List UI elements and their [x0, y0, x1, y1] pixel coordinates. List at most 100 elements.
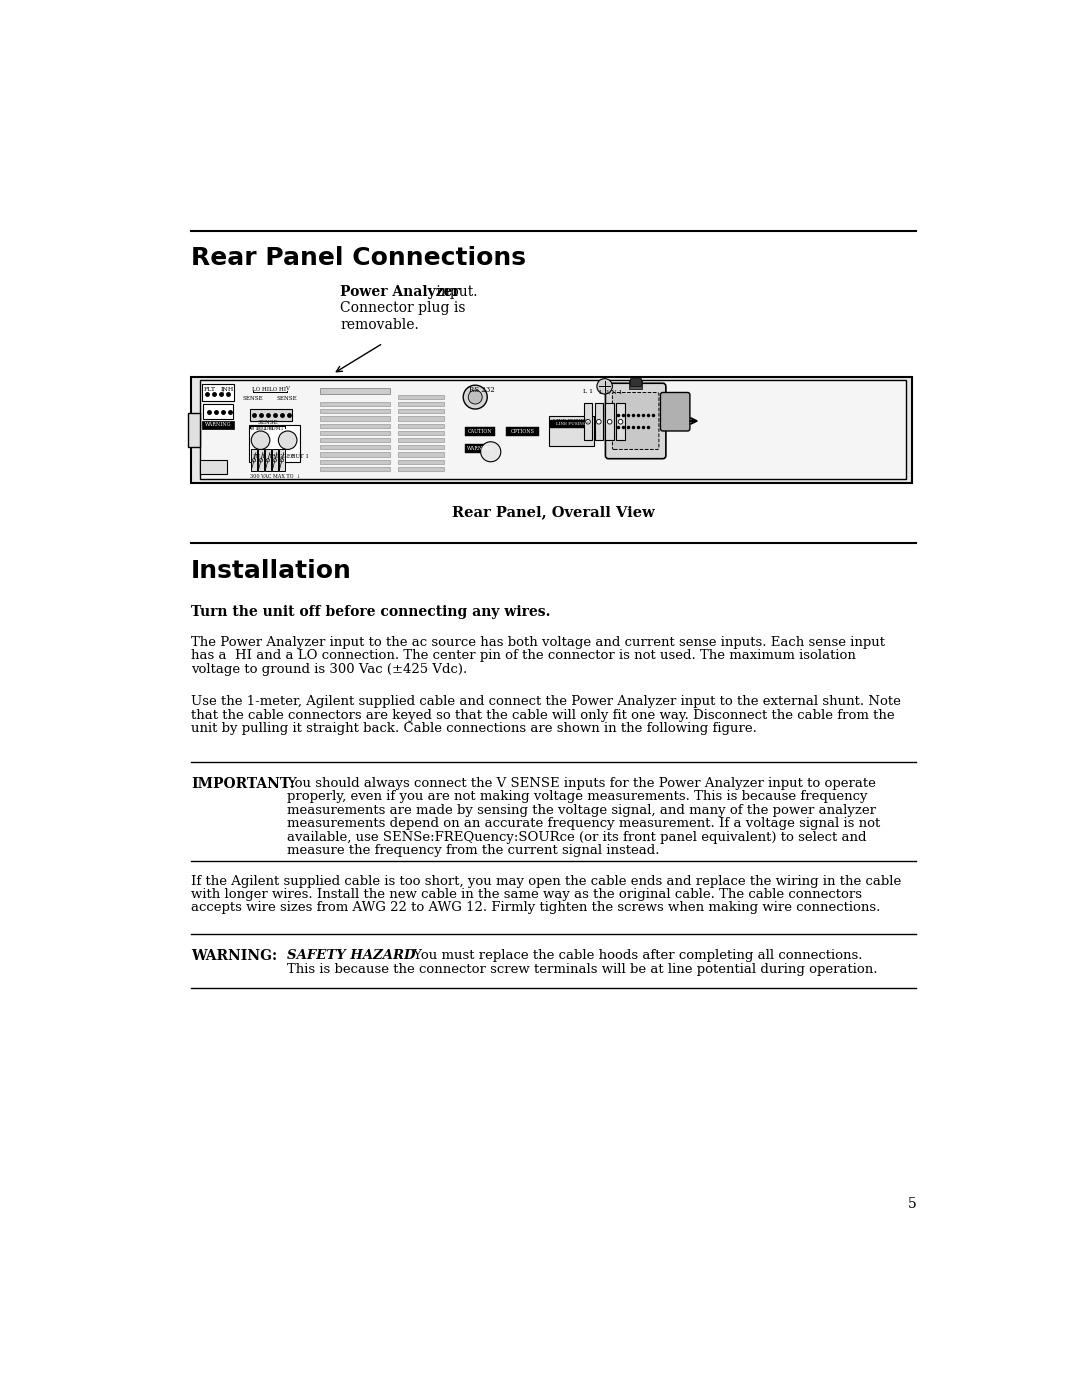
Bar [251, 409, 293, 420]
Bar [631, 377, 642, 386]
Bar [397, 416, 444, 420]
Bar [248, 425, 300, 462]
Text: 300 VAC MAX TO  ↓: 300 VAC MAX TO ↓ [251, 474, 301, 479]
FancyBboxPatch shape [661, 393, 690, 432]
Bar [321, 460, 390, 464]
Bar [200, 460, 227, 474]
Text: voltage to ground is 300 Vac (±425 Vdc).: voltage to ground is 300 Vac (±425 Vdc). [191, 662, 467, 676]
Bar [200, 380, 906, 479]
Text: SAFETY HAZARD: SAFETY HAZARD [287, 949, 416, 963]
Text: LO HI: LO HI [269, 387, 286, 393]
FancyBboxPatch shape [612, 393, 659, 450]
Circle shape [280, 458, 284, 462]
Bar [397, 437, 444, 443]
Bar [321, 453, 390, 457]
Bar [321, 388, 390, 394]
Bar [595, 404, 603, 440]
Bar [397, 423, 444, 427]
Bar [397, 446, 444, 450]
Bar [321, 402, 390, 407]
Text: If the Agilent supplied cable is too short, you may open the cable ends and repl: If the Agilent supplied cable is too sho… [191, 875, 901, 887]
Text: ø 1: ø 1 [251, 426, 258, 432]
Text: You should always connect the V SENSE inputs for the Power Analyzer input to ope: You should always connect the V SENSE in… [287, 777, 876, 789]
Text: measure the frequency from the current signal instead.: measure the frequency from the current s… [287, 844, 660, 858]
Text: SENSE: SENSE [242, 395, 264, 401]
Text: OUT 1: OUT 1 [291, 454, 309, 458]
Text: TRIGGER: TRIGGER [268, 454, 295, 458]
Text: WARNING: WARNING [467, 446, 494, 451]
Text: OPTIONS: OPTIONS [511, 429, 535, 434]
Bar [549, 415, 594, 447]
Bar [397, 430, 444, 434]
Bar [551, 420, 592, 427]
Circle shape [463, 386, 487, 409]
Text: The Power Analyzer input to the ac source has both voltage and current sense inp: The Power Analyzer input to the ac sourc… [191, 636, 885, 648]
Text: Connector plug is: Connector plug is [340, 300, 465, 314]
Text: unit by pulling it straight back. Cable connections are shown in the following f: unit by pulling it straight back. Cable … [191, 722, 757, 735]
Circle shape [273, 458, 276, 462]
Text: Power Analyzer: Power Analyzer [340, 285, 460, 299]
FancyBboxPatch shape [606, 383, 666, 458]
Bar [397, 460, 444, 464]
Bar [397, 395, 444, 400]
Circle shape [481, 441, 501, 462]
Bar [583, 404, 592, 440]
Bar [321, 409, 390, 414]
Text: Use the 1-meter, Agilent supplied cable and connect the Power Analyzer input to : Use the 1-meter, Agilent supplied cable … [191, 696, 901, 708]
Text: 5: 5 [907, 1197, 916, 1211]
Bar [397, 467, 444, 471]
Bar [321, 437, 390, 443]
Text: SENSE: SENSE [257, 420, 278, 425]
Circle shape [469, 390, 482, 404]
Text: IMPORTANT:: IMPORTANT: [191, 777, 295, 791]
Text: |: | [220, 387, 222, 395]
Bar [279, 450, 284, 471]
Bar [202, 420, 234, 429]
Text: øI 1: øI 1 [257, 426, 266, 432]
Text: IN 1: IN 1 [253, 454, 265, 458]
Text: LINE FUSING: LINE FUSING [556, 422, 586, 426]
Bar [202, 384, 234, 401]
Text: COM: COM [269, 426, 282, 432]
Text: measurements are made by sensing the voltage signal, and many of the power analy: measurements are made by sensing the vol… [287, 803, 876, 817]
Circle shape [252, 432, 270, 450]
Bar [397, 453, 444, 457]
Bar [272, 450, 278, 471]
Circle shape [618, 419, 623, 425]
Bar [507, 427, 539, 436]
Bar [397, 409, 444, 414]
Bar [617, 404, 625, 440]
Text: LO HI: LO HI [252, 387, 269, 393]
Circle shape [607, 419, 612, 425]
Bar [321, 416, 390, 420]
Bar [321, 423, 390, 427]
Text: accepts wire sizes from AWG 22 to AWG 12. Firmly tighten the screws when making : accepts wire sizes from AWG 22 to AWG 12… [191, 901, 880, 915]
Text: with longer wires. Install the new cable in the same way as the original cable. : with longer wires. Install the new cable… [191, 888, 862, 901]
Circle shape [279, 432, 297, 450]
Text: You must replace the cable hoods after completing all connections.: You must replace the cable hoods after c… [408, 949, 862, 963]
Bar [397, 402, 444, 407]
Bar [191, 377, 913, 483]
Text: L 1: L 1 [582, 388, 593, 394]
Circle shape [585, 419, 591, 425]
Bar [203, 404, 232, 419]
Text: Installation: Installation [191, 559, 352, 583]
Text: measurements depend on an accurate frequency measurement. If a voltage signal is: measurements depend on an accurate frequ… [287, 817, 880, 830]
Text: properly, even if you are not making voltage measurements. This is because frequ: properly, even if you are not making vol… [287, 791, 867, 803]
Circle shape [597, 379, 612, 394]
Text: V: V [285, 386, 289, 391]
Circle shape [596, 419, 602, 425]
Text: WARNING:: WARNING: [191, 949, 276, 963]
Bar [188, 414, 200, 447]
Text: Rear Panel, Overall View: Rear Panel, Overall View [453, 504, 654, 518]
Bar [465, 444, 495, 453]
Text: FLT: FLT [203, 387, 215, 393]
Text: Turn the unit off before connecting any wires.: Turn the unit off before connecting any … [191, 605, 551, 619]
Text: This is because the connector screw terminals will be at line potential during o: This is because the connector screw term… [287, 963, 877, 975]
Text: COM: COM [262, 426, 274, 432]
Bar [266, 450, 271, 471]
Bar [630, 380, 642, 390]
Bar [465, 427, 495, 436]
Bar [252, 450, 257, 471]
Bar [258, 450, 264, 471]
